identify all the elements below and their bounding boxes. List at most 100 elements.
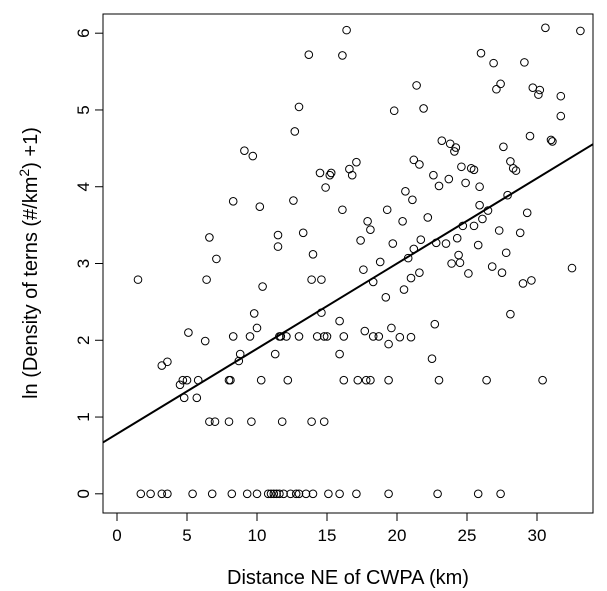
- data-point: [528, 83, 538, 92]
- data-point: [556, 111, 566, 121]
- data-point: [339, 375, 349, 385]
- data-point: [398, 216, 407, 226]
- y-axis-title: ln (Density of terns (#/km2) +1): [16, 127, 42, 399]
- y-tick-label: 3: [74, 259, 93, 268]
- data-point: [546, 135, 556, 145]
- data-point: [352, 157, 361, 167]
- data-point: [275, 489, 284, 499]
- y-axis-ticks: 0 1 2 3 4 5 6: [74, 28, 103, 499]
- data-point: [429, 170, 438, 180]
- data-point: [207, 489, 217, 499]
- data-point: [308, 489, 318, 499]
- data-point: [447, 259, 456, 268]
- data-points: [133, 23, 585, 499]
- x-axis-title: Distance NE of CWPA (km): [227, 567, 469, 589]
- data-point: [419, 104, 428, 113]
- data-point: [175, 380, 185, 390]
- data-point: [315, 168, 325, 178]
- y-tick-label: 5: [74, 105, 93, 114]
- data-point: [353, 375, 363, 385]
- data-point: [445, 139, 455, 149]
- data-point: [335, 489, 344, 499]
- data-point: [374, 332, 384, 341]
- data-point: [515, 228, 525, 238]
- data-point: [475, 200, 484, 210]
- data-point: [282, 332, 291, 341]
- data-point: [224, 417, 234, 426]
- data-point: [454, 250, 463, 260]
- data-point: [492, 84, 501, 94]
- data-point: [473, 489, 483, 499]
- data-point: [451, 143, 461, 152]
- data-point: [205, 233, 214, 242]
- data-point: [522, 208, 532, 218]
- data-point: [482, 375, 491, 385]
- data-point: [338, 51, 347, 60]
- data-point: [228, 332, 238, 341]
- data-point: [455, 258, 465, 268]
- data-point: [307, 275, 316, 284]
- data-point: [289, 196, 298, 205]
- data-point: [506, 309, 515, 319]
- data-point: [469, 165, 479, 175]
- data-point: [576, 26, 585, 36]
- y-tick-label: 2: [74, 336, 93, 345]
- data-point: [556, 91, 566, 101]
- data-point: [146, 489, 155, 499]
- data-point: [375, 257, 385, 267]
- data-point: [461, 178, 470, 188]
- data-point: [520, 58, 529, 67]
- data-point: [434, 181, 444, 191]
- data-point: [245, 332, 255, 341]
- data-point: [415, 160, 424, 169]
- data-point: [247, 417, 256, 426]
- y-tick-label: 1: [74, 412, 93, 421]
- data-point: [478, 214, 487, 224]
- data-point: [409, 155, 419, 165]
- data-point: [294, 489, 304, 499]
- data-point: [527, 276, 536, 285]
- data-point: [469, 221, 479, 231]
- data-point: [457, 162, 466, 172]
- data-point: [384, 339, 393, 349]
- data-point: [317, 275, 326, 284]
- data-point: [408, 195, 417, 205]
- data-point: [339, 332, 349, 341]
- data-point: [363, 216, 372, 226]
- data-point: [178, 375, 188, 385]
- data-point: [182, 375, 192, 385]
- data-point: [263, 489, 273, 499]
- data-point: [272, 489, 281, 499]
- data-point: [415, 268, 424, 278]
- data-point: [227, 489, 237, 499]
- data-point: [298, 228, 308, 238]
- data-point: [291, 489, 301, 499]
- data-point: [184, 328, 193, 337]
- data-point: [252, 489, 262, 499]
- data-point: [210, 417, 220, 426]
- data-point: [249, 309, 259, 318]
- data-point: [240, 146, 249, 155]
- data-point: [248, 151, 258, 161]
- data-point: [434, 375, 444, 385]
- data-point: [511, 166, 521, 175]
- data-point: [535, 85, 545, 95]
- data-point: [335, 349, 344, 359]
- data-point: [242, 489, 252, 499]
- data-point: [412, 81, 421, 90]
- data-point: [252, 323, 262, 333]
- x-axis-ticks: 0 5 10 15 20 25 30: [112, 513, 546, 545]
- data-point: [464, 269, 473, 278]
- data-point: [497, 268, 507, 278]
- data-point: [200, 336, 210, 346]
- data-point: [347, 170, 357, 180]
- data-point: [441, 239, 451, 248]
- data-point: [518, 279, 528, 288]
- x-tick-label: 30: [528, 526, 547, 545]
- data-point: [212, 254, 221, 264]
- data-point: [366, 225, 375, 235]
- data-point: [256, 375, 266, 385]
- data-point: [304, 50, 314, 59]
- data-point: [157, 489, 167, 499]
- data-point: [384, 489, 393, 499]
